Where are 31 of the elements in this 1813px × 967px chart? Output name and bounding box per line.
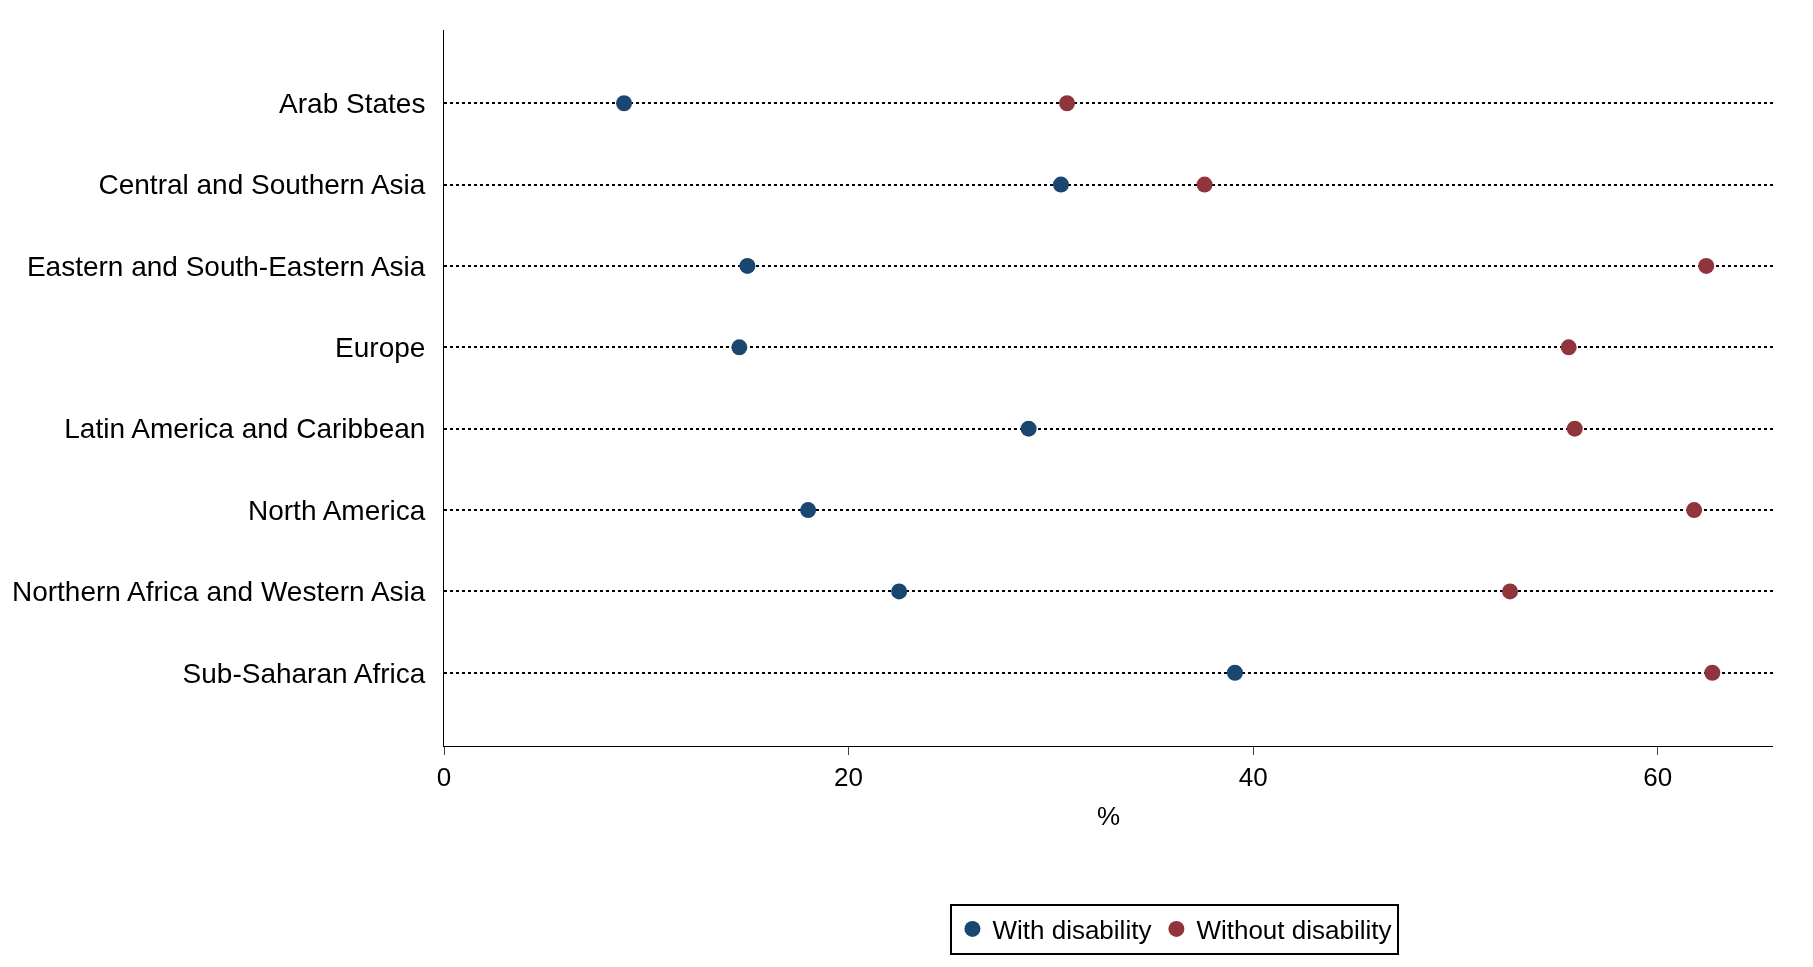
point xyxy=(616,95,633,112)
point xyxy=(891,583,908,600)
y-tick-label: Northern Africa and Western Asia xyxy=(11,576,426,608)
point xyxy=(1704,664,1721,681)
y-tick-label: Latin America and Caribbean xyxy=(64,413,426,445)
point xyxy=(731,339,748,356)
point xyxy=(739,257,756,274)
y-tick-label: Eastern and South-Eastern Asia xyxy=(26,250,426,282)
point xyxy=(1020,420,1037,437)
legend-label: Without disability xyxy=(1196,915,1392,946)
point xyxy=(1566,420,1583,437)
point xyxy=(1686,502,1703,519)
point xyxy=(1226,664,1243,681)
point xyxy=(1196,176,1213,193)
x-tick-label: 40 xyxy=(1238,762,1268,793)
y-tick-label: North America xyxy=(247,494,426,526)
x-tick-label: 0 xyxy=(436,762,452,793)
y-tick-label: Arab States xyxy=(279,88,426,120)
point xyxy=(800,502,817,519)
point xyxy=(1502,583,1519,600)
x-tick-label: 60 xyxy=(1643,762,1673,793)
point xyxy=(1560,339,1577,356)
y-tick-label: Sub-Saharan Africa xyxy=(182,657,426,689)
point xyxy=(1052,176,1069,193)
x-tick-label: 20 xyxy=(834,762,864,793)
legend-label: With disability xyxy=(992,915,1152,946)
y-tick-label: Europe xyxy=(335,332,426,364)
point xyxy=(1059,95,1076,112)
x-axis-title: % xyxy=(1096,800,1121,831)
y-tick-label: Central and Southern Asia xyxy=(98,169,426,201)
point xyxy=(1698,257,1715,274)
